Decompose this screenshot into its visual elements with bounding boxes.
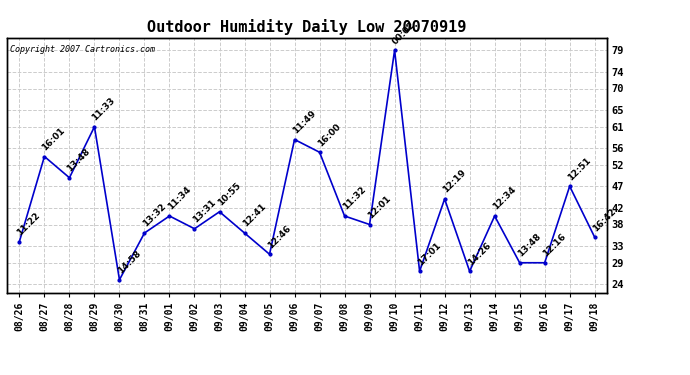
Text: 12:51: 12:51 — [566, 155, 593, 182]
Text: 11:22: 11:22 — [16, 211, 42, 237]
Text: 12:46: 12:46 — [266, 223, 293, 250]
Text: 17:01: 17:01 — [416, 240, 442, 267]
Text: 11:33: 11:33 — [90, 96, 117, 123]
Text: 14:26: 14:26 — [466, 240, 493, 267]
Text: 16:42: 16:42 — [591, 206, 618, 233]
Text: 11:49: 11:49 — [290, 108, 317, 135]
Text: 11:32: 11:32 — [341, 185, 367, 212]
Text: 13:32: 13:32 — [141, 202, 167, 229]
Text: 12:19: 12:19 — [441, 168, 467, 195]
Title: Outdoor Humidity Daily Low 20070919: Outdoor Humidity Daily Low 20070919 — [148, 19, 466, 35]
Text: 16:00: 16:00 — [316, 122, 342, 148]
Text: Copyright 2007 Cartronics.com: Copyright 2007 Cartronics.com — [10, 45, 155, 54]
Text: 13:48: 13:48 — [516, 232, 542, 258]
Text: 16:01: 16:01 — [41, 126, 67, 152]
Text: 12:34: 12:34 — [491, 185, 518, 212]
Text: 12:41: 12:41 — [241, 202, 267, 229]
Text: 13:31: 13:31 — [190, 198, 217, 225]
Text: 13:48: 13:48 — [66, 147, 92, 174]
Text: 12:16: 12:16 — [541, 232, 567, 258]
Text: 10:55: 10:55 — [216, 181, 242, 207]
Text: 14:58: 14:58 — [116, 249, 142, 276]
Text: 00:02: 00:02 — [391, 20, 417, 46]
Text: 12:01: 12:01 — [366, 194, 392, 220]
Text: 11:34: 11:34 — [166, 185, 193, 212]
